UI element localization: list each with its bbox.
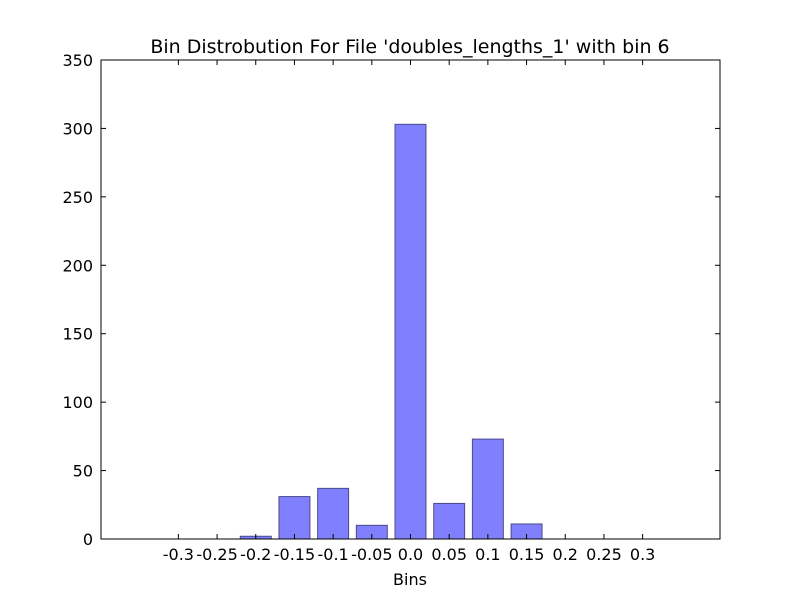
x-axis-label: Bins xyxy=(393,570,427,589)
x-tick-label-0.3: 0.3 xyxy=(630,545,655,564)
y-tick-label-50: 50 xyxy=(73,462,93,481)
x-tick-label--0.25: -0.25 xyxy=(196,545,237,564)
x-tick-label--0.2: -0.2 xyxy=(240,545,271,564)
bar--0.15 xyxy=(278,496,311,540)
bar-0.1 xyxy=(471,438,504,540)
x-tick-label--0.1: -0.1 xyxy=(318,545,349,564)
x-tick-label-0.2: 0.2 xyxy=(553,545,578,564)
y-axis: 0 50 100 150 200 250 300 350 xyxy=(62,51,720,549)
y-tick-label-0: 0 xyxy=(83,530,93,549)
x-tick-label-0.15: 0.15 xyxy=(509,545,545,564)
y-tick-label-250: 250 xyxy=(62,188,93,207)
x-tick-label-0.25: 0.25 xyxy=(586,545,622,564)
y-tick-label-350: 350 xyxy=(62,51,93,70)
y-tick-label-200: 200 xyxy=(62,256,93,275)
x-axis: -0.3 -0.25 -0.2 -0.15 -0.1 -0.05 0.0 0.05 0.1 0.1… xyxy=(163,60,655,564)
bar-0.0 xyxy=(394,123,427,540)
x-tick-label-0.0: 0.0 xyxy=(398,545,423,564)
x-tick-label-0.1: 0.1 xyxy=(475,545,500,564)
bar-0.05 xyxy=(433,502,466,540)
x-tick-label--0.05: -0.05 xyxy=(351,545,392,564)
bar--0.1 xyxy=(317,487,350,540)
y-tick-label-150: 150 xyxy=(62,325,93,344)
bars-group xyxy=(239,123,543,540)
x-tick-label-0.05: 0.05 xyxy=(431,545,467,564)
y-tick-label-300: 300 xyxy=(62,119,93,138)
chart-title: Bin Distrobution For File 'doubles_lengt… xyxy=(150,36,669,58)
x-tick-label--0.3: -0.3 xyxy=(163,545,194,564)
x-tick-label--0.15: -0.15 xyxy=(274,545,315,564)
y-tick-label-100: 100 xyxy=(62,393,93,412)
